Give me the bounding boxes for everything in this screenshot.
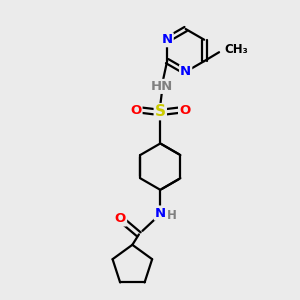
Text: H: H: [167, 209, 176, 223]
Text: N: N: [162, 33, 173, 46]
Text: CH₃: CH₃: [224, 43, 248, 56]
Text: N: N: [180, 65, 191, 78]
Text: O: O: [179, 104, 190, 117]
Text: O: O: [115, 212, 126, 226]
Text: S: S: [155, 104, 166, 119]
Text: HN: HN: [151, 80, 173, 93]
Text: N: N: [155, 206, 166, 220]
Text: O: O: [130, 104, 142, 117]
